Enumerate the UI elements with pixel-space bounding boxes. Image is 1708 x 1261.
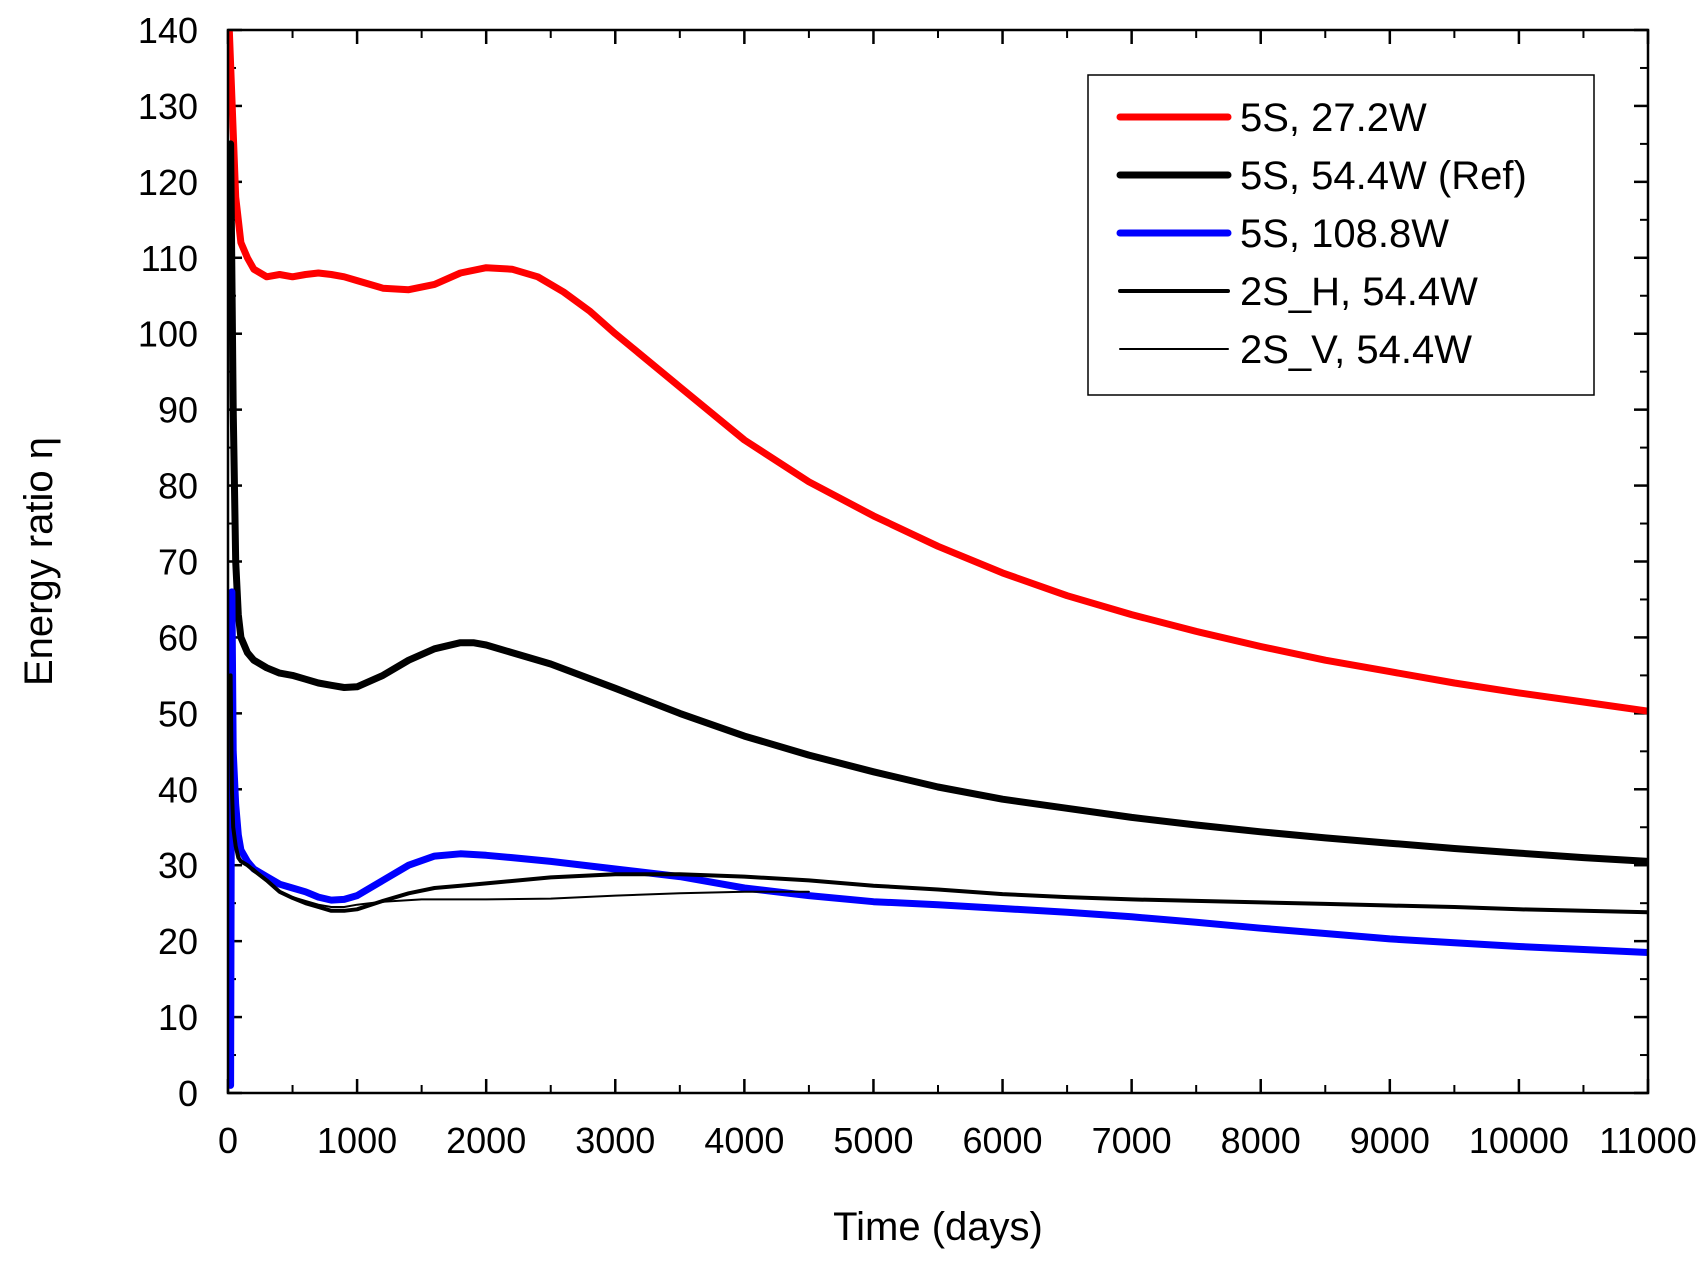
x-tick-label: 8000	[1221, 1120, 1301, 1161]
x-tick-label: 7000	[1092, 1120, 1172, 1161]
y-tick-label: 70	[158, 542, 198, 583]
y-tick-label: 0	[178, 1073, 198, 1114]
x-tick-label: 11000	[1599, 1120, 1696, 1161]
y-tick-label: 140	[138, 10, 198, 51]
legend-label-5: 2S_V, 54.4W	[1240, 328, 1472, 372]
x-tick-label: 5000	[833, 1120, 913, 1161]
plot-frame	[226, 28, 1650, 1095]
series-line-3	[228, 588, 1648, 1089]
y-tick-label: 50	[158, 693, 198, 734]
legend-label-3: 5S, 108.8W	[1240, 212, 1449, 256]
legend: 5S, 27.2W 5S, 54.4W (Ref) 5S, 108.8W 2S_…	[1087, 74, 1595, 396]
y-tick-label: 110	[141, 238, 198, 279]
y-tick-label: 30	[158, 845, 198, 886]
y-tick-label: 130	[138, 86, 198, 127]
y-axis-title: Energy ratio η	[17, 437, 61, 686]
y-tick-label: 90	[158, 390, 198, 431]
x-tick-label: 4000	[704, 1120, 784, 1161]
x-axis-title: Time (days)	[833, 1205, 1043, 1249]
legend-item-4: 2S_H, 54.4W	[1118, 270, 1478, 314]
x-tick-label: 2000	[446, 1120, 526, 1161]
y-tick-label: 40	[158, 769, 198, 810]
legend-item-1: 5S, 27.2W	[1116, 96, 1427, 140]
series-line-1	[228, 30, 1648, 715]
legend-item-3: 5S, 108.8W	[1116, 212, 1449, 256]
legend-label-4: 2S_H, 54.4W	[1240, 270, 1478, 314]
x-tick-label: 9000	[1350, 1120, 1430, 1161]
legend-label-2: 5S, 54.4W (Ref)	[1240, 154, 1527, 198]
y-tick-label: 20	[158, 921, 198, 962]
series-line-5	[229, 712, 810, 908]
y-tick-label: 100	[138, 314, 198, 355]
series-layer	[228, 30, 1648, 1089]
y-axis-ticks: 0 10 20 30 40 50 60 70 80 90 100 110 120 130 140	[138, 10, 1648, 1114]
x-tick-label: 6000	[962, 1120, 1042, 1161]
series-line-2	[228, 140, 1648, 865]
y-tick-label: 10	[158, 997, 198, 1038]
legend-item-2: 5S, 54.4W (Ref)	[1116, 154, 1527, 198]
x-tick-label: 1000	[317, 1120, 397, 1161]
x-tick-label: 10000	[1469, 1120, 1569, 1161]
x-tick-label: 3000	[575, 1120, 655, 1161]
y-tick-label: 120	[138, 162, 198, 203]
x-tick-label: 0	[218, 1120, 238, 1161]
y-tick-label: 60	[158, 617, 198, 658]
legend-item-5: 2S_V, 54.4W	[1119, 328, 1472, 372]
legend-label-1: 5S, 27.2W	[1240, 96, 1427, 140]
y-tick-label: 80	[158, 466, 198, 507]
x-axis-ticks: 0 1000 2000 3000 4000 5000 6000 7000 8000 9000 100…	[218, 30, 1697, 1161]
